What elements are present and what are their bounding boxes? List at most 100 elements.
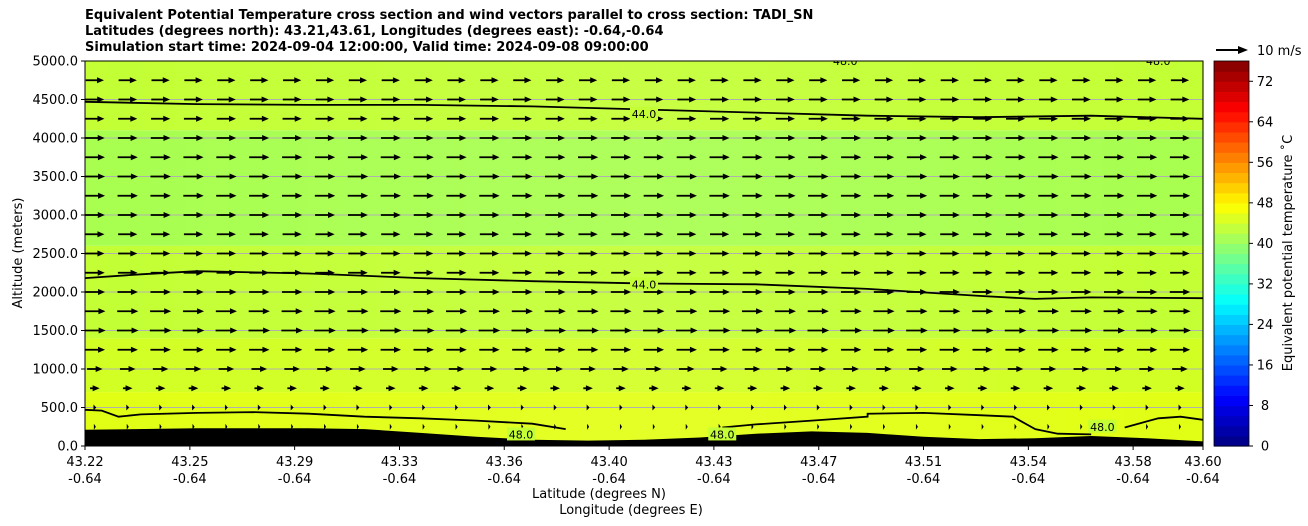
colorbar-level (1214, 121, 1249, 133)
wind-vector (873, 173, 895, 180)
wind-vector (1005, 212, 1026, 218)
wind-vector (873, 192, 895, 199)
wind-vector (939, 327, 961, 334)
wind-vector (611, 212, 631, 218)
wind-vector (1104, 115, 1124, 122)
wind-vector (381, 115, 401, 122)
wind-vector (1038, 173, 1059, 180)
wind-vector (1071, 269, 1092, 276)
x-tick-label-lat: 43.54 (1010, 455, 1047, 470)
colorbar-level (1214, 354, 1249, 366)
wind-vector (85, 231, 105, 238)
wind-vector (939, 308, 961, 315)
wind-vector (348, 231, 368, 238)
wind-vector (775, 269, 796, 276)
wind-vector (1137, 250, 1157, 257)
wind-vector (1010, 385, 1021, 392)
wind-vector (282, 231, 302, 238)
wind-vector (939, 289, 961, 295)
wind-vector (85, 135, 105, 141)
x-tick-label-lon: -0.64 (802, 472, 836, 487)
wind-vector (216, 250, 236, 257)
wind-vector (1047, 404, 1050, 411)
wind-vector (1072, 77, 1091, 84)
wind-vector (1142, 385, 1152, 392)
wind-vector (808, 135, 829, 141)
wind-vector (413, 154, 434, 161)
wind-vector (347, 173, 369, 180)
wind-vector (776, 77, 795, 84)
wind-vector (840, 289, 862, 295)
wind-vector (578, 96, 598, 103)
wind-vector (85, 212, 105, 218)
wind-vector (709, 212, 730, 218)
wind-vector (741, 327, 764, 334)
wind-vector (547, 366, 564, 372)
wind-vector (619, 423, 622, 430)
wind-vector (85, 96, 105, 103)
wind-vector (1112, 404, 1116, 411)
wind-vector (1039, 77, 1058, 84)
wind-vector (709, 154, 730, 161)
wind-vector (216, 154, 237, 161)
wind-vector (414, 231, 434, 238)
wind-vector (381, 96, 401, 103)
wind-vector (973, 250, 993, 257)
wind-vector (1170, 96, 1190, 103)
x-tick-label-lat: 43.33 (381, 455, 418, 470)
wind-vector (578, 212, 599, 218)
wind-vector (283, 77, 302, 84)
wind-vector (448, 366, 465, 372)
wind-vector (151, 96, 170, 103)
wind-vector (380, 173, 402, 180)
wind-vector (446, 250, 467, 257)
wind-vector (874, 269, 894, 276)
wind-vector (808, 212, 829, 218)
colorbar-level (1214, 81, 1249, 92)
wind-vector (287, 385, 297, 392)
wind-vector (972, 212, 993, 218)
wind-vector (218, 366, 235, 372)
colorbar-level (1214, 263, 1249, 275)
wind-vector (841, 250, 861, 257)
wind-vector (248, 327, 271, 334)
wind-vector (940, 250, 960, 257)
wind-vector (711, 366, 728, 372)
wind-vector (846, 385, 856, 392)
wind-vector (616, 385, 626, 392)
wind-vector (314, 154, 336, 161)
wind-vector (1005, 192, 1026, 199)
contour-48-a (85, 408, 566, 430)
wind-vector (972, 308, 994, 315)
wind-vector (676, 308, 698, 315)
wind-vector (743, 96, 762, 103)
wind-vector (414, 96, 434, 103)
wind-vector (544, 327, 567, 334)
wind-vector (545, 269, 566, 276)
wind-vector (676, 212, 697, 218)
wind-vector (152, 366, 169, 372)
wind-vector (1040, 366, 1057, 372)
x-tick-label-lat: 43.43 (695, 455, 732, 470)
wind-vector (315, 269, 335, 276)
wind-vector (1005, 346, 1026, 353)
wind-vector (512, 269, 533, 276)
colorbar-tick-label: 40 (1257, 237, 1274, 252)
wind-vector (1104, 231, 1124, 238)
wind-vector (1071, 231, 1091, 238)
wind-vector (182, 327, 205, 334)
wind-vector (251, 366, 268, 372)
wind-vector (281, 327, 303, 334)
wind-vector (742, 269, 763, 276)
wind-vector (709, 289, 730, 295)
wind-vector (1169, 289, 1191, 295)
wind-vector (446, 269, 467, 276)
colorbar-level (1214, 375, 1249, 386)
wind-vector (413, 269, 434, 276)
wind-vector (380, 308, 402, 315)
y-tick-label: 5000.0 (33, 55, 79, 70)
wind-vector (512, 212, 533, 218)
wind-vector (744, 366, 761, 372)
wind-vector (512, 289, 533, 295)
wind-vector (422, 423, 425, 430)
